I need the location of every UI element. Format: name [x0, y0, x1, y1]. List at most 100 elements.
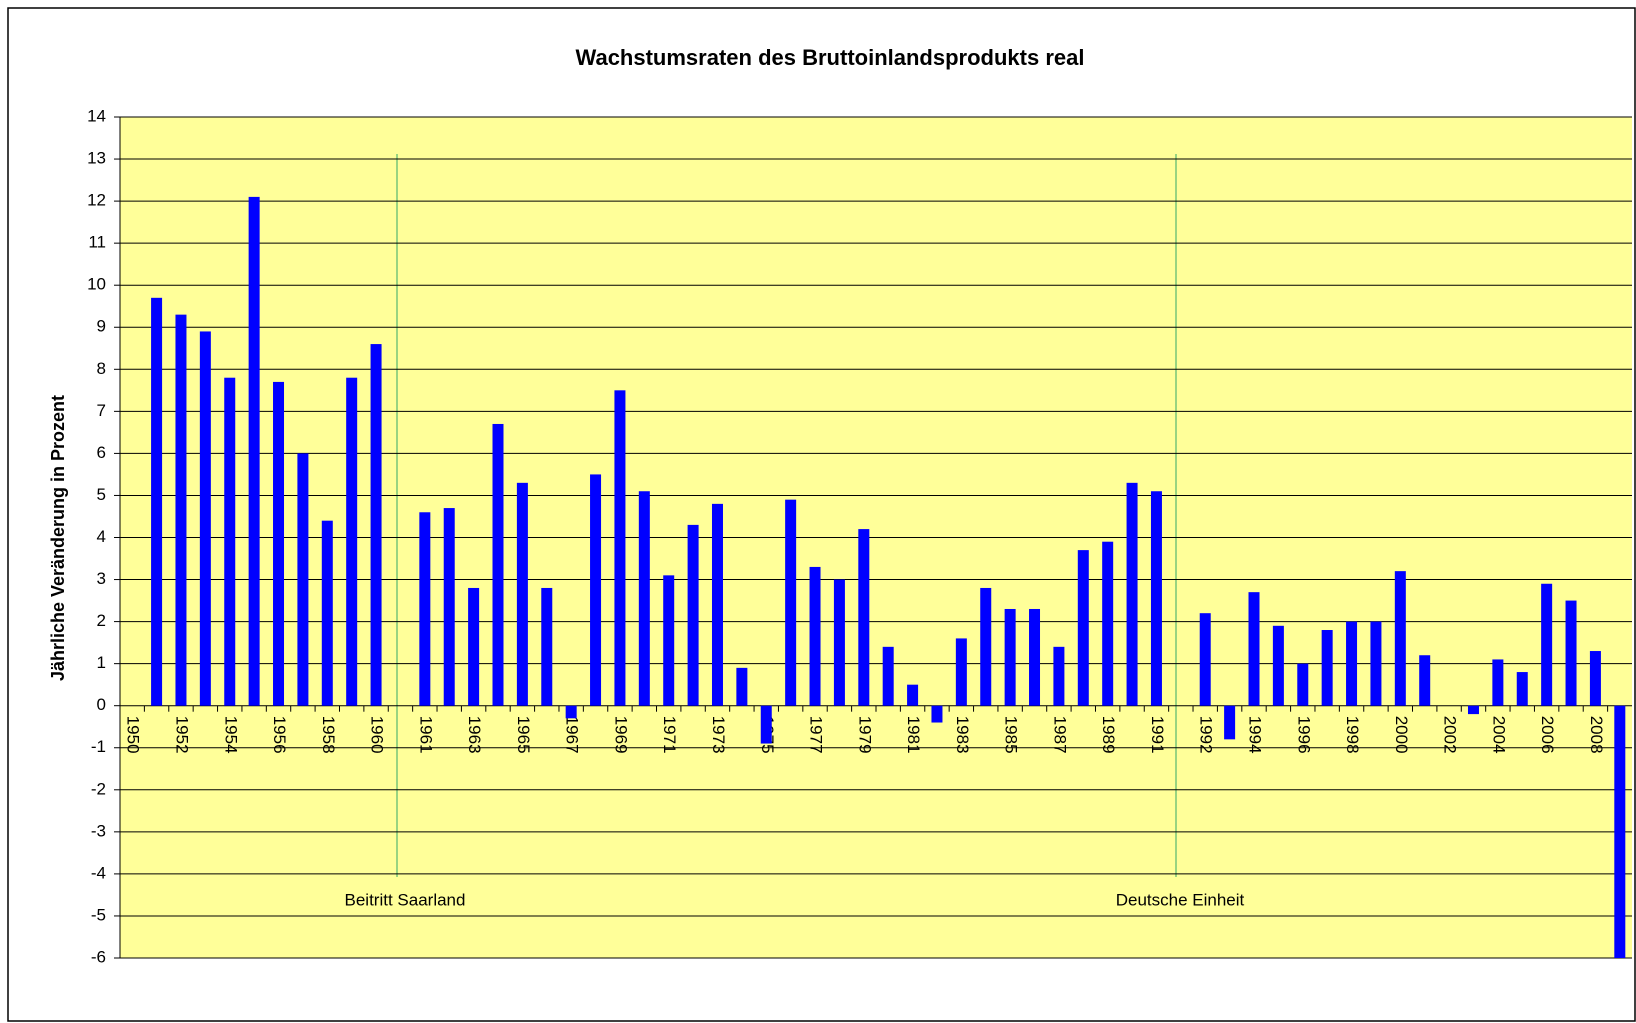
x-tick-label: 1967 — [563, 716, 582, 754]
bar — [711, 503, 723, 706]
y-tick-label: 11 — [88, 233, 106, 252]
bar — [1419, 655, 1431, 706]
bar — [638, 491, 650, 706]
bar — [1248, 592, 1260, 706]
bar — [1297, 663, 1309, 706]
bar — [1150, 491, 1162, 706]
x-tick-label: 2002 — [1441, 716, 1460, 754]
bar — [346, 377, 358, 706]
x-tick-label: 1952 — [172, 716, 191, 754]
bar — [1126, 482, 1138, 706]
bar — [1346, 621, 1358, 706]
y-tick-label: 3 — [97, 569, 106, 588]
y-tick-label: 2 — [97, 611, 106, 630]
bar — [1614, 705, 1626, 958]
y-tick-label: 4 — [97, 527, 106, 546]
x-tick-label: 1956 — [270, 716, 289, 754]
bar — [1102, 541, 1114, 706]
y-tick-label: 1 — [97, 653, 106, 672]
bar — [907, 684, 919, 706]
x-tick-label: 1969 — [611, 716, 630, 754]
x-tick-label: 1989 — [1099, 716, 1118, 754]
bar — [1004, 608, 1016, 706]
bar — [736, 667, 748, 706]
bar — [224, 377, 236, 706]
bar — [273, 381, 285, 706]
x-tick-label: 2008 — [1587, 716, 1606, 754]
x-tick-label: 1963 — [465, 716, 484, 754]
annotation: Deutsche Einheit — [1116, 890, 1245, 909]
bar — [321, 520, 333, 706]
y-tick-label: 6 — [97, 443, 106, 462]
x-tick-label: 1950 — [124, 716, 143, 754]
x-tick-label: 1998 — [1343, 716, 1362, 754]
x-tick-label: 1985 — [1002, 716, 1021, 754]
x-tick-label: 1973 — [709, 716, 728, 754]
bar — [516, 482, 528, 706]
x-tick-label: 2000 — [1392, 716, 1411, 754]
y-tick-label: 8 — [97, 359, 106, 378]
x-tick-label: 2004 — [1489, 716, 1508, 754]
bar — [687, 524, 699, 706]
y-tick-label: 5 — [97, 485, 106, 504]
bar — [858, 529, 870, 706]
x-tick-label: 1960 — [368, 716, 387, 754]
bar — [590, 474, 602, 706]
bar — [785, 499, 797, 706]
bar — [1492, 659, 1504, 706]
y-tick-label: 9 — [97, 317, 106, 336]
bar — [760, 705, 772, 744]
bar — [565, 705, 577, 719]
bar — [1077, 550, 1089, 706]
bar — [1541, 583, 1553, 706]
bar — [1199, 613, 1211, 706]
y-tick-label: -1 — [91, 737, 106, 756]
x-tick-label: 1996 — [1294, 716, 1313, 754]
x-tick-label: 1954 — [221, 716, 240, 754]
x-tick-label: 1994 — [1246, 716, 1265, 754]
x-tick-label: 1961 — [416, 716, 435, 754]
bar — [1053, 646, 1065, 706]
x-tick-label: 1958 — [319, 716, 338, 754]
bar — [1224, 705, 1236, 740]
y-tick-label: -4 — [91, 863, 106, 882]
bar — [663, 575, 675, 706]
x-tick-label: 1991 — [1148, 716, 1167, 754]
x-tick-label: 1979 — [855, 716, 874, 754]
y-tick-label: -2 — [91, 779, 106, 798]
y-tick-label: 10 — [87, 275, 106, 294]
bar — [955, 638, 967, 706]
annotation: Beitritt Saarland — [345, 890, 466, 909]
bar — [1029, 608, 1041, 706]
bar — [809, 566, 821, 706]
bar — [297, 453, 309, 706]
bar — [1467, 705, 1479, 715]
y-tick-label: -3 — [91, 821, 106, 840]
bar — [1565, 600, 1577, 706]
bar — [1272, 625, 1284, 706]
bar — [248, 196, 260, 706]
bar — [1394, 571, 1406, 706]
y-tick-label: -5 — [91, 905, 106, 924]
x-tick-label: 1977 — [807, 716, 826, 754]
x-tick-label: 1971 — [660, 716, 679, 754]
bar — [1589, 651, 1601, 706]
x-tick-label: 2006 — [1538, 716, 1557, 754]
x-tick-label: 1983 — [953, 716, 972, 754]
bar — [541, 587, 553, 706]
bar — [1516, 672, 1528, 706]
bar — [419, 512, 431, 706]
y-tick-label: -6 — [91, 947, 106, 966]
bar — [468, 587, 480, 706]
bar — [614, 390, 626, 706]
x-tick-label: 1992 — [1197, 716, 1216, 754]
bar — [175, 314, 187, 706]
bar — [492, 423, 504, 706]
y-tick-label: 13 — [87, 149, 106, 168]
bar — [199, 331, 211, 706]
y-tick-label: 12 — [87, 191, 106, 210]
x-tick-label: 1987 — [1050, 716, 1069, 754]
x-tick-label: 1981 — [904, 716, 923, 754]
y-axis-label: Jährliche Veränderung in Prozent — [48, 395, 68, 681]
